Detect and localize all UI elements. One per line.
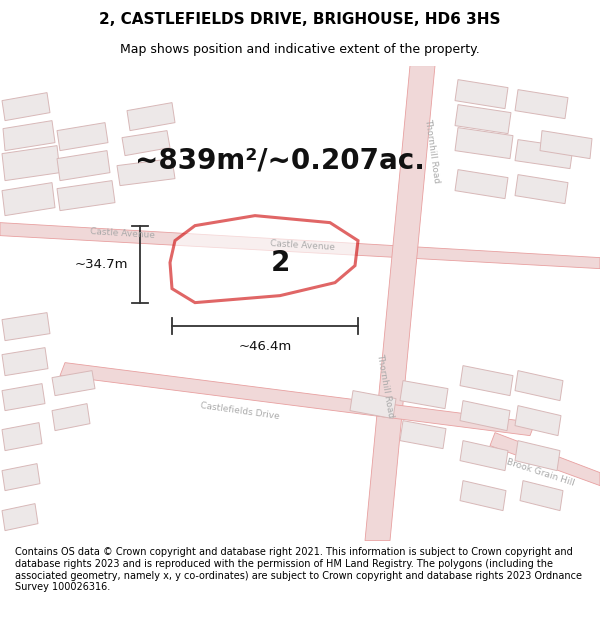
Text: 2: 2 <box>271 249 290 277</box>
Polygon shape <box>2 182 55 216</box>
Polygon shape <box>2 92 50 121</box>
Polygon shape <box>365 66 435 541</box>
Polygon shape <box>2 384 45 411</box>
Polygon shape <box>400 421 446 449</box>
Polygon shape <box>2 464 40 491</box>
Text: ~839m²/~0.207ac.: ~839m²/~0.207ac. <box>135 147 425 174</box>
Polygon shape <box>540 131 592 159</box>
Polygon shape <box>455 104 511 134</box>
Polygon shape <box>520 481 563 511</box>
Polygon shape <box>490 432 600 486</box>
Polygon shape <box>515 371 563 401</box>
Polygon shape <box>455 127 513 159</box>
Text: ~46.4m: ~46.4m <box>238 339 292 352</box>
Polygon shape <box>57 181 115 211</box>
Polygon shape <box>515 406 561 436</box>
Text: Castle Avenue: Castle Avenue <box>90 227 155 240</box>
Polygon shape <box>52 404 90 431</box>
Text: Castlefields Drive: Castlefields Drive <box>200 401 280 421</box>
Polygon shape <box>0 222 600 269</box>
Polygon shape <box>460 401 510 431</box>
Polygon shape <box>460 441 508 471</box>
Polygon shape <box>455 169 508 199</box>
Polygon shape <box>2 348 48 376</box>
Polygon shape <box>460 481 506 511</box>
Text: Map shows position and indicative extent of the property.: Map shows position and indicative extent… <box>120 42 480 56</box>
Polygon shape <box>515 89 568 119</box>
Polygon shape <box>515 139 573 169</box>
Polygon shape <box>2 422 42 451</box>
Polygon shape <box>122 131 170 156</box>
Polygon shape <box>57 122 108 151</box>
Polygon shape <box>350 391 396 419</box>
Polygon shape <box>2 312 50 341</box>
Polygon shape <box>460 366 513 396</box>
Polygon shape <box>515 174 568 204</box>
Polygon shape <box>400 381 448 409</box>
Polygon shape <box>3 121 55 151</box>
Text: Thornhill Road: Thornhill Road <box>423 118 441 184</box>
Text: Thornhill Road: Thornhill Road <box>375 352 395 419</box>
Text: 2, CASTLEFIELDS DRIVE, BRIGHOUSE, HD6 3HS: 2, CASTLEFIELDS DRIVE, BRIGHOUSE, HD6 3H… <box>99 12 501 27</box>
Text: Castle Avenue: Castle Avenue <box>270 239 335 252</box>
Polygon shape <box>170 216 358 302</box>
Text: ~34.7m: ~34.7m <box>74 258 128 271</box>
Text: Contains OS data © Crown copyright and database right 2021. This information is : Contains OS data © Crown copyright and d… <box>15 548 582 592</box>
Polygon shape <box>52 371 95 396</box>
Polygon shape <box>515 441 560 471</box>
Polygon shape <box>127 102 175 131</box>
Polygon shape <box>2 504 38 531</box>
Polygon shape <box>455 79 508 109</box>
Polygon shape <box>57 151 110 181</box>
Polygon shape <box>117 159 175 186</box>
Text: Brook Grain Hill: Brook Grain Hill <box>505 458 575 488</box>
Polygon shape <box>2 146 60 181</box>
Polygon shape <box>60 362 535 436</box>
